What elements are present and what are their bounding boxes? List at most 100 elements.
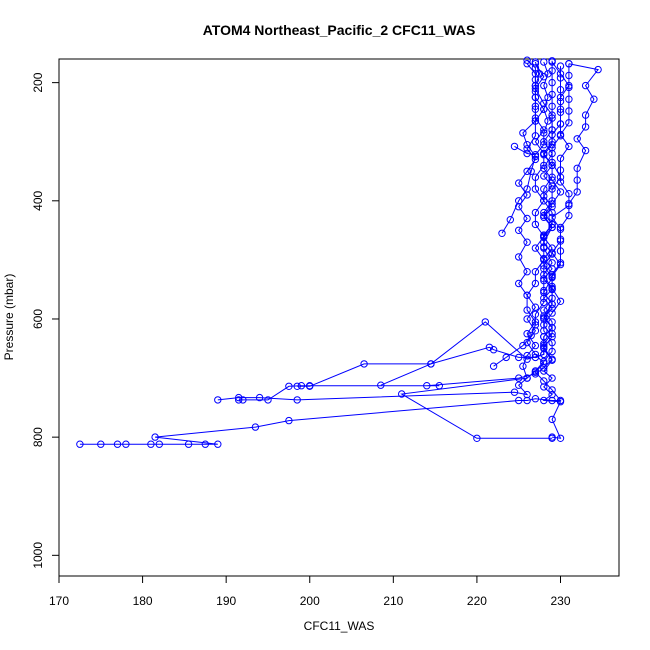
- data-point: [540, 243, 548, 251]
- x-tick-label: 180: [133, 594, 153, 608]
- data-point: [540, 81, 548, 90]
- data-point: [548, 309, 556, 317]
- data-point: [510, 388, 519, 396]
- data-point: [523, 315, 531, 323]
- data-point: [573, 176, 581, 184]
- data-point: [581, 123, 590, 131]
- y-tick-label: 200: [31, 72, 45, 92]
- data-point: [548, 220, 556, 229]
- data-point: [540, 141, 548, 149]
- data-point: [531, 117, 540, 125]
- data-point: [76, 440, 84, 448]
- data-point: [297, 382, 306, 390]
- data-point: [531, 185, 540, 193]
- data-point: [556, 74, 565, 82]
- data-point: [556, 86, 565, 94]
- data-point: [515, 381, 523, 389]
- y-axis: 200 400 600 800 1000: [31, 72, 60, 569]
- data-point: [565, 190, 573, 198]
- data-point: [540, 321, 548, 329]
- data-point: [427, 360, 435, 368]
- data-point: [594, 65, 602, 74]
- y-tick-label: 600: [31, 309, 45, 329]
- x-tick-label: 200: [300, 594, 320, 608]
- data-point: [151, 433, 159, 441]
- data-point: [113, 440, 122, 448]
- data-point: [548, 182, 556, 190]
- data-point: [523, 149, 531, 158]
- data-point: [548, 102, 556, 111]
- data-point: [548, 318, 556, 326]
- data-point: [565, 119, 573, 127]
- data-point: [515, 197, 523, 205]
- data-point: [540, 396, 548, 405]
- data-point: [515, 353, 523, 362]
- data-point: [548, 149, 556, 158]
- data-point: [515, 396, 523, 405]
- data-point: [535, 70, 544, 78]
- data-point: [540, 197, 548, 205]
- chart-title: ATOM4 Northeast_Pacific_2 CFC11_WAS: [203, 22, 476, 38]
- data-point: [515, 226, 523, 235]
- data-point: [565, 211, 573, 220]
- data-point: [556, 154, 565, 163]
- data-point: [540, 58, 548, 66]
- data-point: [556, 396, 565, 405]
- data-point: [556, 130, 565, 139]
- data-point: [556, 434, 565, 442]
- data-point: [540, 333, 548, 341]
- data-point: [519, 129, 527, 137]
- data-point: [540, 255, 548, 263]
- data-point: [565, 60, 573, 68]
- series-line: [501, 61, 541, 234]
- data-point: [531, 268, 540, 276]
- data-point: [481, 318, 489, 326]
- data-point: [548, 244, 556, 252]
- data-point: [573, 135, 581, 143]
- data-point: [548, 330, 556, 338]
- data-point: [515, 279, 523, 288]
- data-point: [523, 214, 531, 223]
- data-point: [523, 191, 531, 199]
- data-point: [556, 178, 565, 186]
- data-point: [540, 350, 548, 359]
- data-point: [515, 179, 523, 187]
- data-point: [565, 107, 573, 115]
- x-tick-label: 170: [49, 594, 69, 608]
- data-point: [201, 440, 210, 448]
- data-point: [435, 382, 443, 390]
- data-point: [581, 146, 590, 155]
- data-point: [97, 440, 105, 448]
- data-point: [523, 167, 531, 176]
- data-point: [515, 203, 523, 211]
- data-point: [548, 396, 556, 405]
- data-point: [540, 185, 548, 193]
- data-point: [531, 310, 540, 318]
- data-point: [548, 304, 556, 312]
- data-point: [285, 416, 293, 425]
- data-point: [285, 382, 293, 390]
- series-line: [79, 59, 562, 445]
- data-point: [515, 253, 523, 261]
- data-point: [540, 276, 548, 285]
- data-point: [548, 138, 556, 146]
- data-point: [523, 238, 531, 246]
- data-point: [548, 173, 556, 181]
- data-point: [531, 132, 540, 140]
- data-point: [548, 374, 556, 382]
- data-point: [531, 208, 540, 217]
- data-point: [531, 327, 540, 335]
- x-axis: 170 180 190 200 210 220 230: [49, 575, 571, 608]
- data-point: [540, 359, 548, 367]
- y-axis-label: Pressure (mbar): [2, 274, 16, 361]
- data-point: [565, 142, 573, 151]
- x-axis-label: CFC11_WAS: [304, 619, 375, 633]
- data-point: [239, 396, 247, 404]
- data-point: [540, 161, 548, 170]
- data-point: [293, 396, 301, 404]
- data-point: [581, 111, 590, 119]
- data-point: [473, 434, 481, 442]
- data-point: [548, 78, 556, 87]
- data-point: [531, 341, 540, 350]
- data-point: [264, 396, 272, 404]
